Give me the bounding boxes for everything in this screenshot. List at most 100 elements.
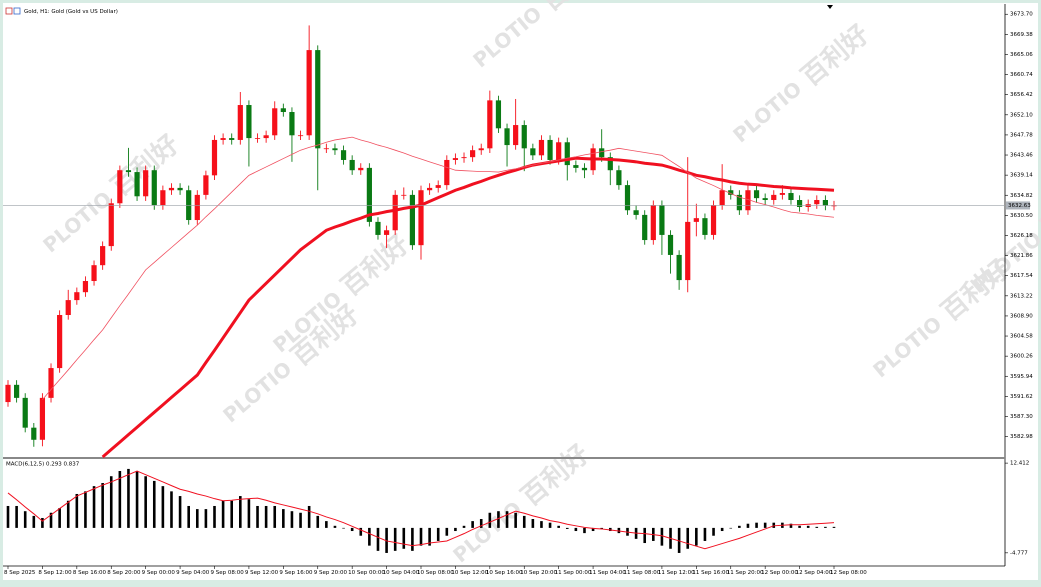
x-tick-label: 12 Sep 08:00 [830, 570, 867, 576]
macd-bar [832, 526, 836, 528]
macd-bar [101, 483, 104, 528]
y-tick-label: 3626.18 [1010, 233, 1033, 239]
candle-body [478, 148, 484, 151]
candle-body [340, 150, 347, 160]
macd-bar [118, 471, 122, 528]
candle-body [435, 185, 441, 188]
macd-bar [505, 511, 509, 528]
candle-body [39, 397, 46, 440]
macd-bar [187, 505, 190, 528]
candle-body [220, 138, 226, 140]
candle-body [366, 167, 372, 222]
macd-bar [84, 491, 87, 528]
x-tick-label: 10 Sep 12:00 [451, 570, 488, 576]
macd-bar [540, 521, 543, 528]
macd-bar [264, 505, 268, 528]
macd-bar [565, 527, 569, 529]
macd-bar [23, 511, 27, 528]
macd-bar [479, 519, 483, 528]
x-tick-label: 8 Sep 12:00 [38, 570, 72, 576]
candle-body [762, 198, 768, 201]
candle-body [556, 142, 562, 160]
candle-body [306, 50, 312, 136]
macd-bar [763, 522, 767, 528]
macd-bar [686, 527, 690, 549]
macd-bar [488, 512, 492, 528]
macd-bar [411, 527, 414, 551]
macd-bar [273, 505, 277, 528]
candle-body [676, 254, 682, 281]
candle-body [788, 193, 794, 201]
x-tick-label: 11 Sep 04:00 [589, 570, 626, 576]
candle-body [521, 125, 527, 149]
candle-body [573, 165, 579, 168]
y-tick-label: 3673.70 [1010, 12, 1033, 18]
candle-body [470, 150, 476, 158]
macd-bar [290, 511, 294, 528]
macd-bar [376, 527, 380, 551]
candle-body [203, 175, 209, 195]
macd-bar [729, 527, 733, 529]
macd-bar [204, 509, 208, 528]
candle-body [745, 190, 751, 211]
candle-body [624, 185, 631, 211]
candle-body [659, 205, 665, 235]
candle-body [822, 200, 828, 206]
x-tick-label: 11 Sep 08:00 [624, 570, 661, 576]
x-tick-label: 8 Sep 16:00 [73, 570, 107, 576]
macd-bar [522, 515, 526, 528]
shift-marker [827, 5, 833, 9]
y-tick-label: 3617.54 [1010, 273, 1033, 279]
candle-body [650, 205, 656, 241]
x-tick-label: 10 Sep 20:00 [520, 570, 557, 576]
last-price-box [1006, 201, 1030, 210]
macd-bar [333, 525, 337, 528]
x-tick-label: 9 Sep 04:00 [176, 570, 210, 576]
x-tick-label: 11 Sep 00:00 [555, 570, 592, 576]
candle-body [427, 187, 433, 191]
macd-bar [600, 527, 603, 529]
y-tick-label: 3630.50 [1010, 213, 1033, 219]
y-tick-label: 3591.62 [1010, 394, 1033, 400]
macd-bar [393, 527, 397, 551]
y-tick-label: 3587.30 [1010, 414, 1033, 420]
candle-body [383, 230, 390, 235]
macd-bar [720, 527, 724, 532]
macd-bar [428, 527, 431, 546]
x-tick-label: 12 Sep 04:00 [796, 570, 833, 576]
macd-bar [170, 491, 173, 528]
macd-bar [755, 522, 758, 528]
macd-bar [462, 525, 466, 528]
candle-body [736, 194, 742, 211]
macd-bar [617, 527, 621, 534]
macd-bar [368, 527, 371, 546]
macd-bar [772, 522, 776, 528]
candle-body [831, 205, 837, 207]
candle-body [57, 315, 63, 369]
x-tick-label: 9 Sep 12:00 [245, 570, 279, 576]
macd-bar [531, 519, 535, 528]
candle-body [495, 100, 502, 129]
x-tick-label: 9 Sep 08:00 [211, 570, 245, 576]
candle-body [91, 265, 97, 282]
macd-bar [6, 505, 10, 528]
candle-body [418, 190, 424, 246]
chart-title: Gold, H1: Gold (Gold vs US Dollar) [24, 9, 118, 15]
macd-bar [712, 527, 715, 536]
candle-body [229, 138, 235, 140]
macd-bar [419, 527, 423, 546]
y-tick-label: -4.777 [1010, 550, 1028, 556]
candle-body [530, 148, 536, 156]
candle-body [771, 194, 777, 201]
candle-body [151, 170, 157, 206]
candle-body [685, 221, 691, 281]
moving-average [101, 156, 835, 459]
macd-bar [824, 526, 827, 528]
candle-body [108, 203, 114, 247]
candle-body [289, 112, 295, 136]
macd-bar [815, 526, 819, 528]
candle-body [143, 170, 149, 197]
macd-bar [703, 527, 707, 541]
candle-body [82, 281, 89, 293]
macd-bar [583, 527, 586, 534]
